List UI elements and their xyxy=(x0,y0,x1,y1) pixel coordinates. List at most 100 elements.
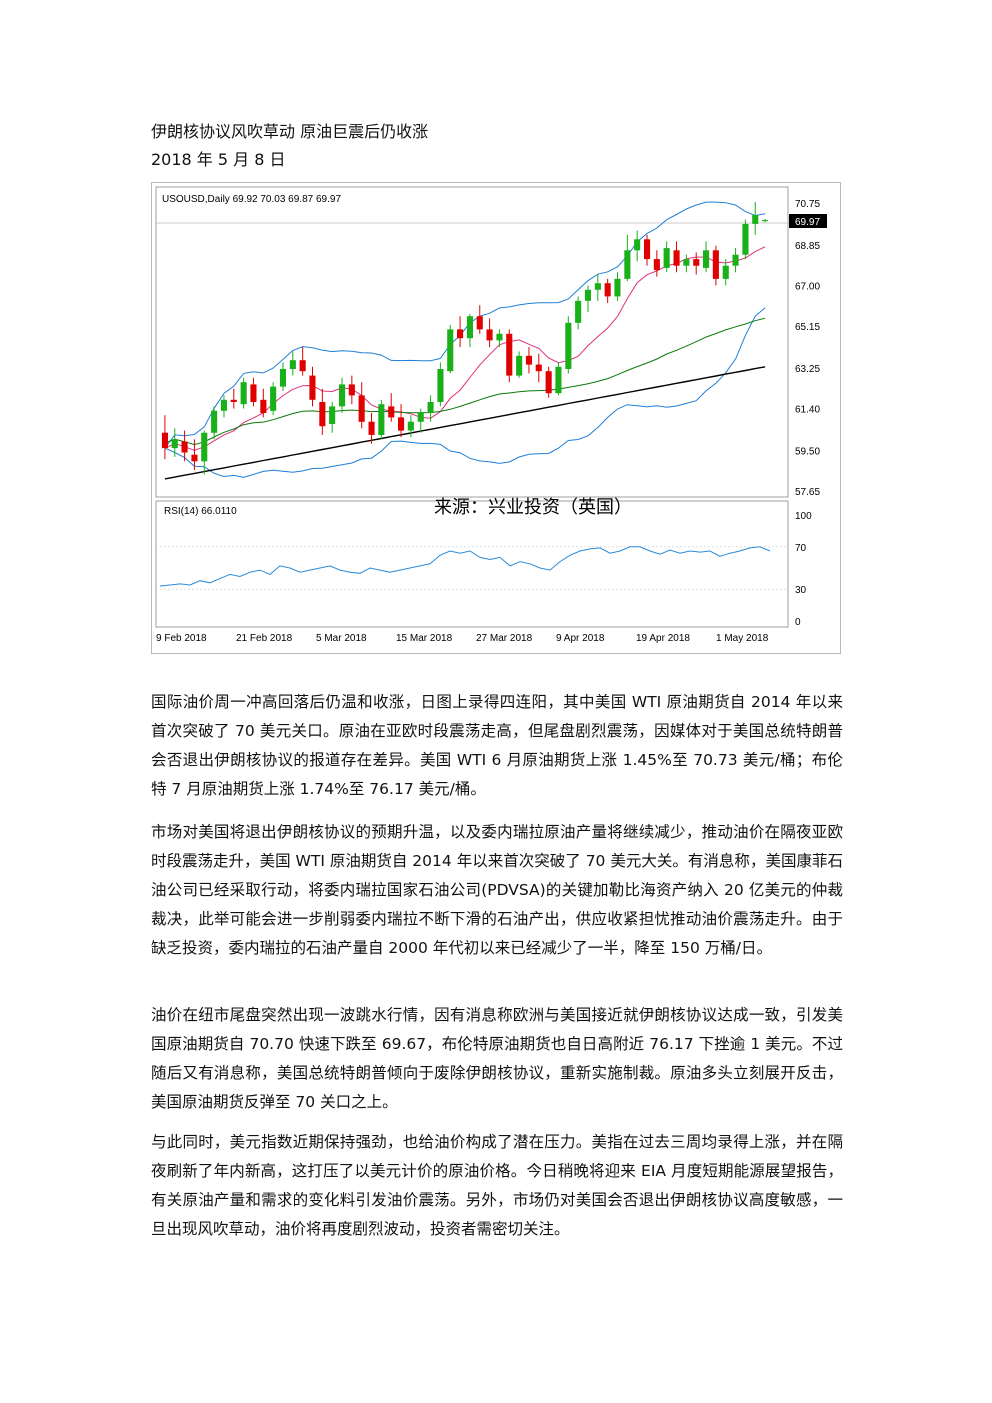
candle-body xyxy=(506,333,513,376)
candle-body xyxy=(653,259,660,271)
candle-body xyxy=(181,441,188,453)
candle-body xyxy=(555,366,562,394)
chart-svg: USOUSD,Daily 69.92 70.03 69.87 69.97 RSI… xyxy=(155,186,827,644)
rsi-tick-label: 30 xyxy=(795,585,807,596)
candle-body xyxy=(634,239,641,251)
candle-body xyxy=(368,421,375,435)
paragraph-3: 油价在纽市尾盘突然出现一波跳水行情，因有消息称欧洲与美国接近就伊朗核协议达成一致… xyxy=(151,1006,843,1111)
candle-body xyxy=(762,220,769,222)
candle-body xyxy=(496,333,503,341)
upper-band-line xyxy=(164,201,766,449)
candle-body xyxy=(358,395,365,422)
candle-body xyxy=(457,329,464,339)
y-tick-label: 70.75 xyxy=(795,199,820,210)
candle-body xyxy=(250,384,257,402)
candle-body xyxy=(614,278,621,297)
y-tick-label: 59.50 xyxy=(795,446,820,457)
candle-body xyxy=(722,265,729,279)
paragraph-1: 国际油价周一冲高回落后仍温和收涨，日图上录得四连阳，其中美国 WTI 原油期货自… xyxy=(151,693,843,798)
candle-body xyxy=(329,406,336,424)
x-tick-label: 9 Feb 2018 xyxy=(156,633,207,644)
candle-body xyxy=(427,402,434,413)
candle-body xyxy=(171,439,178,449)
candle-body xyxy=(240,382,247,405)
candle-body xyxy=(644,239,651,260)
candle-body xyxy=(339,384,346,407)
candle-body xyxy=(378,404,385,435)
candle-body xyxy=(417,413,424,422)
candle-body xyxy=(309,375,316,400)
candle-body xyxy=(348,384,355,396)
x-tick-label: 15 Mar 2018 xyxy=(396,633,453,644)
y-tick-label: 67.00 xyxy=(795,281,820,292)
candle-body xyxy=(388,406,395,418)
candle-body xyxy=(270,386,277,411)
candle-body xyxy=(230,399,237,402)
symbol-label: USOUSD,Daily 69.92 70.03 69.87 69.97 xyxy=(162,194,341,205)
candle-body xyxy=(279,369,286,387)
candle-body xyxy=(545,371,552,394)
candle-body xyxy=(703,250,710,268)
candle-body xyxy=(476,316,483,330)
rsi-tick-label: 0 xyxy=(795,617,801,628)
candle-body xyxy=(466,316,473,339)
lower-band-line xyxy=(164,307,766,478)
y-tick-label: 65.15 xyxy=(795,322,820,333)
y-tick-label: 68.85 xyxy=(795,241,820,252)
candle-body xyxy=(752,215,759,224)
article-title: 伊朗核协议风吹草动 原油巨震后仍收涨 xyxy=(151,122,429,141)
x-tick-label: 19 Apr 2018 xyxy=(636,633,690,644)
candle-body xyxy=(693,259,700,266)
candle-body xyxy=(565,322,572,369)
candle-body xyxy=(535,364,542,372)
current-price-badge xyxy=(789,214,827,228)
candle-body xyxy=(191,454,198,462)
candle-body xyxy=(161,432,168,449)
paragraph-4: 与此同时，美元指数近期保持强劲，也给油价构成了潜在压力。美指在过去三周均录得上涨… xyxy=(151,1133,843,1238)
candle-body xyxy=(732,254,739,266)
candle-body xyxy=(437,369,444,402)
candle-body xyxy=(575,300,582,323)
rsi-tick-label: 100 xyxy=(795,511,812,522)
rsi-line xyxy=(159,546,771,587)
candle-body xyxy=(673,250,680,266)
x-tick-label: 9 Apr 2018 xyxy=(556,633,605,644)
current-price-label: 69.97 xyxy=(795,217,820,228)
y-tick-label: 57.65 xyxy=(795,487,820,498)
candle-body xyxy=(398,417,405,431)
candle-body xyxy=(211,410,218,433)
candle-body xyxy=(683,259,690,266)
mid-ma-line xyxy=(164,317,766,446)
candle-body xyxy=(447,329,454,372)
price-chart: USOUSD,Daily 69.92 70.03 69.87 69.97 RSI… xyxy=(151,182,841,654)
candle-body xyxy=(319,402,326,427)
price-panel xyxy=(155,186,789,498)
candle-body xyxy=(220,399,227,411)
candle-body xyxy=(299,360,306,372)
candle-body xyxy=(584,289,591,301)
candle-body xyxy=(289,360,296,369)
x-tick-label: 5 Mar 2018 xyxy=(316,633,367,644)
candle-body xyxy=(624,250,631,279)
candle-body xyxy=(407,421,414,431)
article-date: 2018 年 5 月 8 日 xyxy=(151,150,286,169)
watermark: 来源：兴业投资（英国） xyxy=(434,497,632,517)
x-tick-label: 27 Mar 2018 xyxy=(476,633,533,644)
rsi-tick-label: 70 xyxy=(795,543,807,554)
candle-body xyxy=(594,283,601,290)
candle-body xyxy=(712,250,719,279)
y-tick-label: 63.25 xyxy=(795,364,820,375)
x-tick-label: 1 May 2018 xyxy=(716,633,769,644)
candle-body xyxy=(604,283,611,297)
candle-body xyxy=(742,223,749,255)
candle-body xyxy=(663,248,670,268)
candle-body xyxy=(516,355,523,376)
paragraph-2: 市场对美国将退出伊朗核协议的预期升温，以及委内瑞拉原油产量将继续减少，推动油价在… xyxy=(151,823,843,957)
y-tick-label: 61.40 xyxy=(795,405,820,416)
candle-body xyxy=(260,399,267,413)
x-tick-label: 21 Feb 2018 xyxy=(236,633,293,644)
candle-body xyxy=(486,329,493,341)
rsi-panel xyxy=(155,500,789,628)
rsi-label: RSI(14) 66.0110 xyxy=(164,506,237,517)
long-ma-line xyxy=(164,366,766,480)
